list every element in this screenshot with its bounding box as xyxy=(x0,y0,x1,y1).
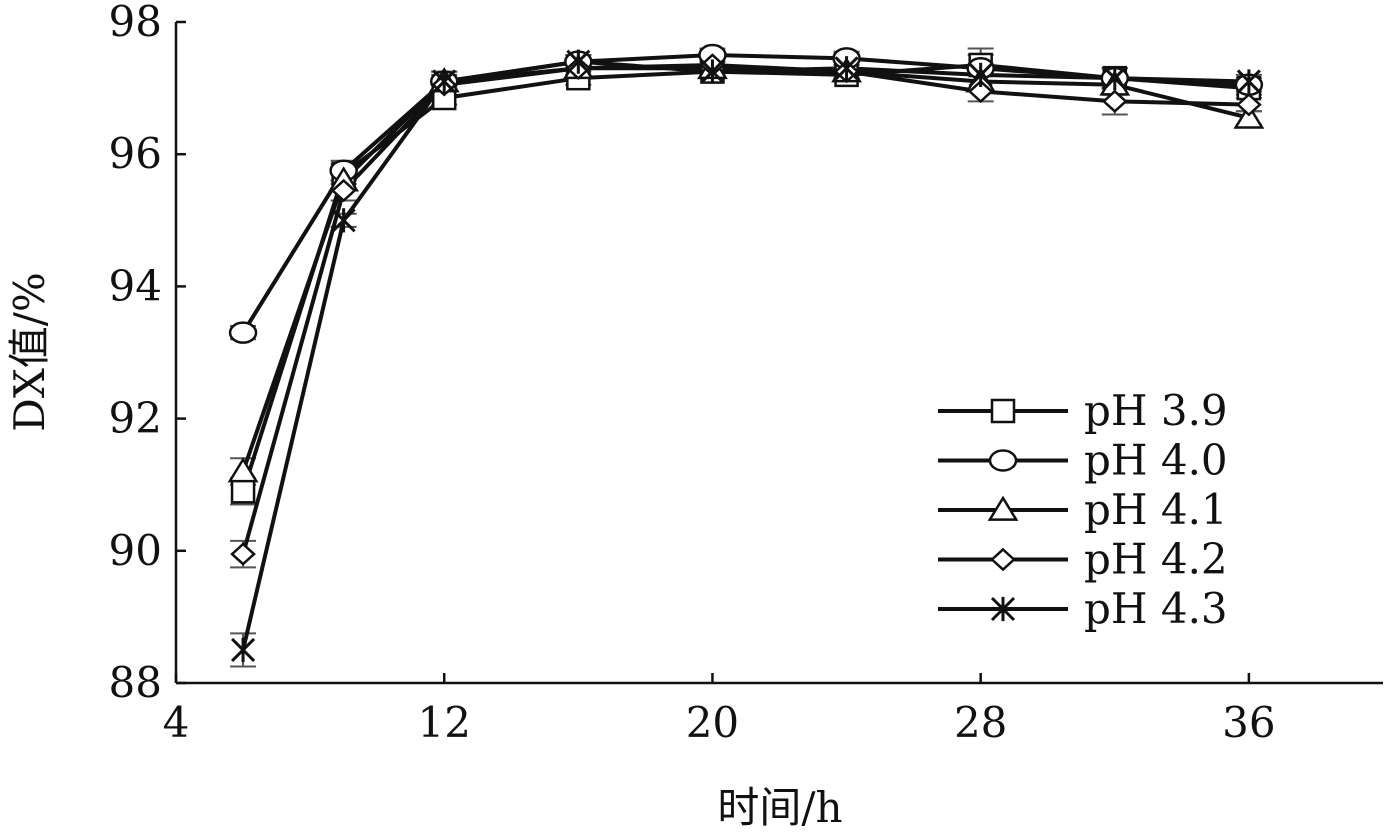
marker-square xyxy=(230,479,256,504)
marker-asterisk xyxy=(566,49,591,74)
series-points-pH-4-2 xyxy=(230,53,1262,566)
series-layer xyxy=(227,43,1265,668)
series-points-pH-4-3 xyxy=(230,49,1261,663)
y-tick-label: 94 xyxy=(109,261,162,310)
legend-item: pH 4.3 xyxy=(938,584,1228,633)
axes: 4 12 20 28 36 88 90 92 94 96 98 xyxy=(109,0,1383,747)
x-tick-label: 12 xyxy=(417,698,470,747)
marker-asterisk xyxy=(331,208,356,233)
legend-item: pH 4.0 xyxy=(938,436,1228,485)
marker-diamond xyxy=(330,178,357,203)
marker-asterisk xyxy=(700,59,725,84)
legend-label: pH 4.2 xyxy=(1084,535,1228,584)
marker-circle xyxy=(228,321,258,344)
marker-diamond xyxy=(230,542,256,566)
x-tick-label: 20 xyxy=(686,698,739,747)
legend-label: pH 4.1 xyxy=(1084,485,1228,534)
marker-asterisk xyxy=(834,56,859,81)
y-tick-label: 88 xyxy=(109,658,162,707)
marker-diamond xyxy=(1236,92,1262,117)
legend-label: pH 4.0 xyxy=(1084,436,1228,485)
marker-asterisk xyxy=(432,69,457,94)
marker-asterisk xyxy=(968,62,993,87)
legend: pH 3.9pH 4.0pH 4.1pH 4.2pH 4.3 xyxy=(938,386,1228,633)
series-line-pH-4-0 xyxy=(241,53,1249,334)
y-tick-label: 92 xyxy=(109,394,162,443)
y-axis-title: DX值/% xyxy=(5,272,54,432)
marker-asterisk xyxy=(230,637,256,663)
legend-item: pH 4.2 xyxy=(938,535,1228,584)
marker-triangle xyxy=(227,457,259,483)
x-tick-label: 36 xyxy=(1222,698,1275,747)
x-axis-title: 时间/h xyxy=(717,783,842,832)
x-tick-label: 28 xyxy=(954,698,1007,747)
marker-diamond xyxy=(990,547,1016,572)
marker-triangle xyxy=(987,495,1019,521)
marker-asterisk xyxy=(990,596,1016,622)
marker-diamond xyxy=(1101,89,1128,114)
legend-item: pH 4.1 xyxy=(938,485,1228,534)
marker-square xyxy=(990,398,1016,424)
y-tick-label: 96 xyxy=(109,129,162,178)
legend-label: pH 3.9 xyxy=(1084,386,1228,435)
marker-asterisk xyxy=(1236,69,1261,94)
marker-circle xyxy=(988,449,1018,472)
y-tick-label: 98 xyxy=(109,0,162,46)
y-tick-label: 90 xyxy=(109,526,162,575)
legend-item: pH 3.9 xyxy=(938,386,1228,435)
marker-triangle xyxy=(1233,103,1265,129)
marker-asterisk xyxy=(1102,66,1127,91)
marker-diamond xyxy=(967,79,994,104)
legend-label: pH 4.3 xyxy=(1084,584,1228,633)
x-tick-label: 4 xyxy=(163,698,190,747)
